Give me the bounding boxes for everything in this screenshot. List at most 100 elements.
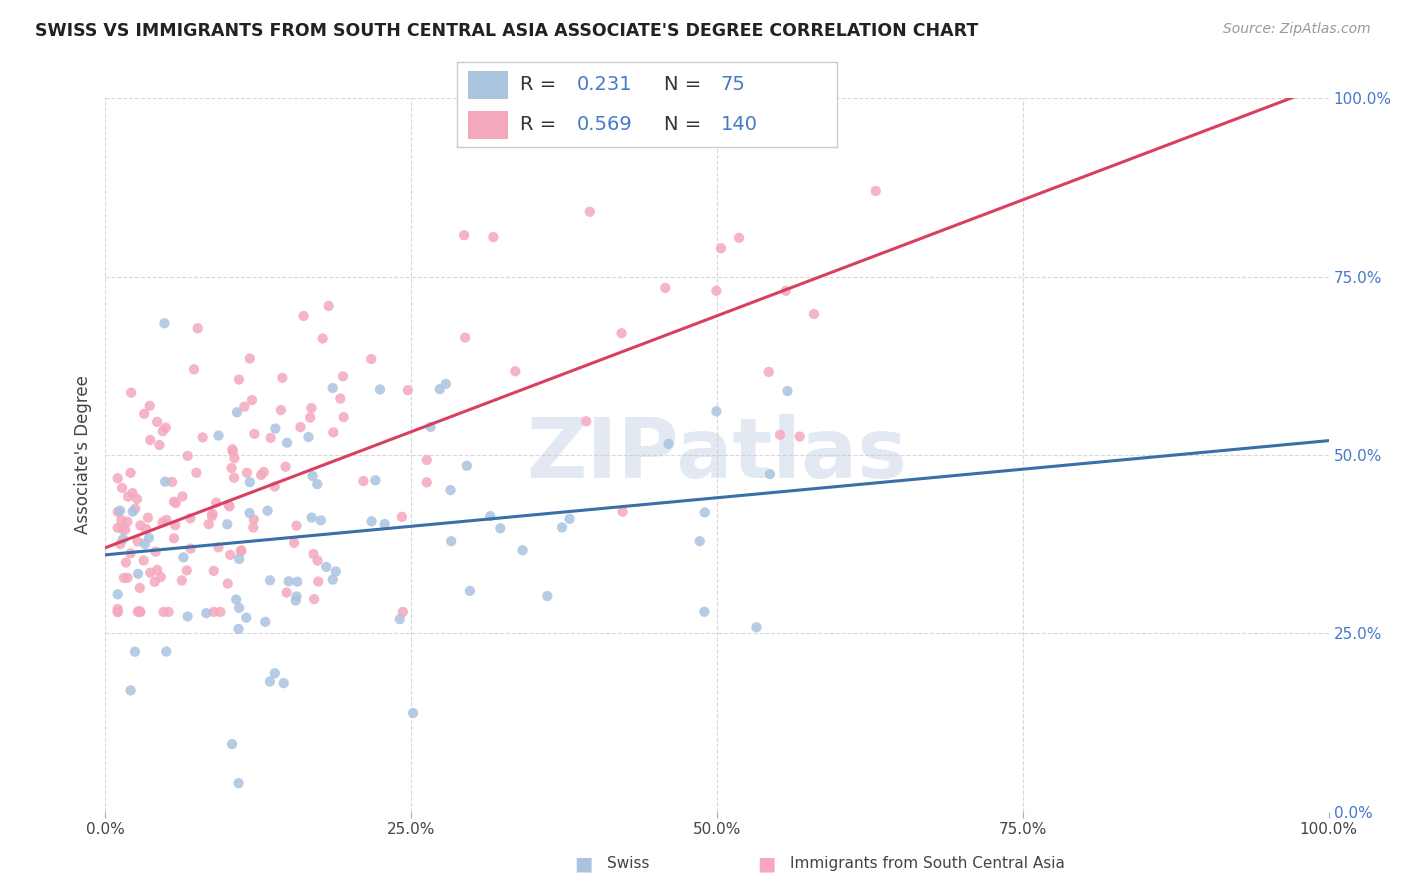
- Point: [235, 610, 257, 624]
- Point: [143, 574, 166, 589]
- Point: [222, 444, 245, 458]
- Point: [117, 571, 139, 585]
- Point: [364, 473, 387, 487]
- Bar: [468, 71, 508, 99]
- Point: [307, 553, 329, 567]
- Point: [332, 369, 354, 384]
- Point: [283, 536, 305, 550]
- Point: [183, 362, 205, 376]
- Point: [297, 430, 319, 444]
- Point: [434, 376, 457, 391]
- Text: ■: ■: [574, 854, 593, 873]
- Point: [207, 428, 229, 442]
- Point: [322, 381, 344, 395]
- Point: [292, 309, 315, 323]
- Point: [693, 505, 716, 519]
- Point: [121, 486, 143, 500]
- Point: [706, 284, 728, 298]
- Point: [396, 383, 419, 397]
- Point: [299, 401, 322, 416]
- Point: [107, 605, 129, 619]
- Point: [228, 776, 250, 790]
- Point: [160, 475, 183, 489]
- Point: [256, 504, 278, 518]
- Point: [129, 518, 152, 533]
- Point: [120, 466, 142, 480]
- Point: [110, 513, 132, 527]
- Point: [309, 513, 332, 527]
- Point: [152, 605, 174, 619]
- Point: [135, 522, 157, 536]
- Point: [209, 605, 232, 619]
- Point: [153, 475, 176, 489]
- Point: [551, 520, 574, 534]
- Point: [239, 351, 262, 366]
- Point: [758, 365, 780, 379]
- Point: [112, 571, 135, 585]
- Point: [285, 518, 308, 533]
- Point: [689, 534, 711, 549]
- Point: [388, 612, 411, 626]
- Point: [456, 458, 478, 473]
- Point: [146, 415, 169, 429]
- Point: [138, 531, 160, 545]
- Point: [132, 553, 155, 567]
- Text: 140: 140: [721, 115, 758, 134]
- Point: [152, 424, 174, 438]
- Point: [176, 563, 198, 577]
- Point: [728, 231, 751, 245]
- Point: [453, 228, 475, 243]
- Point: [745, 620, 768, 634]
- Point: [186, 466, 208, 480]
- Point: [110, 537, 132, 551]
- Point: [332, 410, 354, 425]
- Point: [195, 606, 218, 620]
- Point: [301, 510, 323, 524]
- Point: [219, 548, 242, 562]
- Point: [311, 331, 333, 345]
- Point: [285, 590, 308, 604]
- Text: Source: ZipAtlas.com: Source: ZipAtlas.com: [1223, 22, 1371, 37]
- Point: [284, 593, 307, 607]
- Text: ZIPatlas: ZIPatlas: [527, 415, 907, 495]
- Point: [221, 461, 243, 475]
- Point: [416, 453, 439, 467]
- Point: [176, 449, 198, 463]
- Point: [429, 382, 451, 396]
- Point: [273, 676, 295, 690]
- Point: [187, 321, 209, 335]
- Point: [157, 605, 180, 619]
- Point: [202, 605, 225, 619]
- Point: [125, 491, 148, 506]
- Point: [129, 605, 152, 619]
- Point: [197, 517, 219, 532]
- Point: [127, 605, 149, 619]
- Point: [236, 466, 259, 480]
- Point: [243, 426, 266, 441]
- Point: [107, 602, 129, 616]
- Point: [233, 400, 256, 414]
- Text: R =: R =: [520, 76, 562, 95]
- Point: [120, 683, 142, 698]
- Point: [165, 496, 187, 510]
- Text: 0.569: 0.569: [576, 115, 633, 134]
- Point: [120, 546, 142, 560]
- Point: [776, 384, 799, 398]
- Point: [176, 609, 198, 624]
- Point: [107, 505, 129, 519]
- Point: [302, 592, 325, 607]
- Point: [224, 451, 246, 466]
- Point: [263, 666, 285, 681]
- Point: [322, 425, 344, 440]
- Point: [155, 420, 177, 434]
- Point: [136, 510, 159, 524]
- Point: [578, 204, 600, 219]
- Point: [503, 364, 526, 378]
- Text: 75: 75: [721, 76, 745, 95]
- Point: [322, 573, 344, 587]
- Text: Immigrants from South Central Asia: Immigrants from South Central Asia: [790, 856, 1066, 871]
- Point: [139, 566, 162, 580]
- Point: [657, 437, 679, 451]
- Point: [290, 420, 312, 434]
- Point: [276, 435, 298, 450]
